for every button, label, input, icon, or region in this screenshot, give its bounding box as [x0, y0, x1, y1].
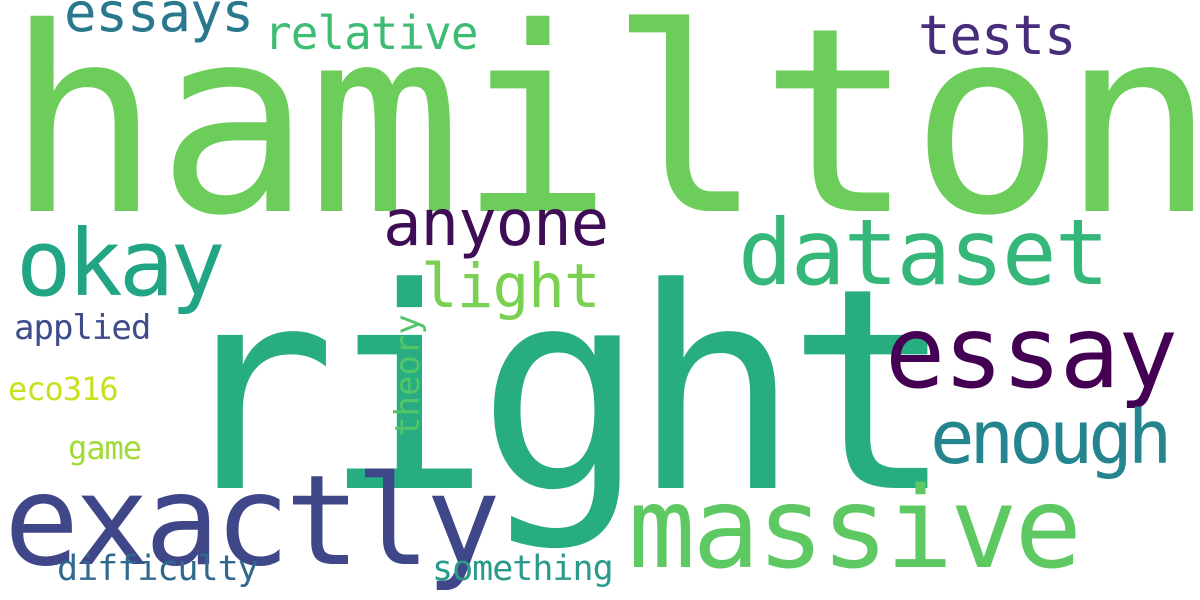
word-okay: okay	[16, 210, 226, 317]
word-theory: theory	[388, 314, 428, 437]
word-something: something	[432, 549, 614, 589]
word-applied: applied	[14, 308, 151, 348]
word-anyone: anyone	[383, 187, 609, 261]
word-game: game	[68, 429, 142, 467]
word-exactly: exactly	[4, 449, 501, 594]
word-dataset: dataset	[738, 201, 1110, 306]
word-essay: essay	[885, 294, 1178, 411]
word-massive: massive	[628, 464, 1082, 594]
word-tests: tests	[918, 4, 1077, 67]
word-right: right	[168, 229, 955, 555]
word-light: light	[421, 251, 601, 322]
word-hamilton: hamilton	[6, 0, 1200, 272]
word-relative: relative	[264, 6, 479, 60]
word-essays: essays	[64, 0, 254, 44]
word-difficulty: difficulty	[57, 549, 259, 589]
word-eco316: eco316	[8, 370, 119, 408]
word-enough: enough	[930, 395, 1172, 481]
